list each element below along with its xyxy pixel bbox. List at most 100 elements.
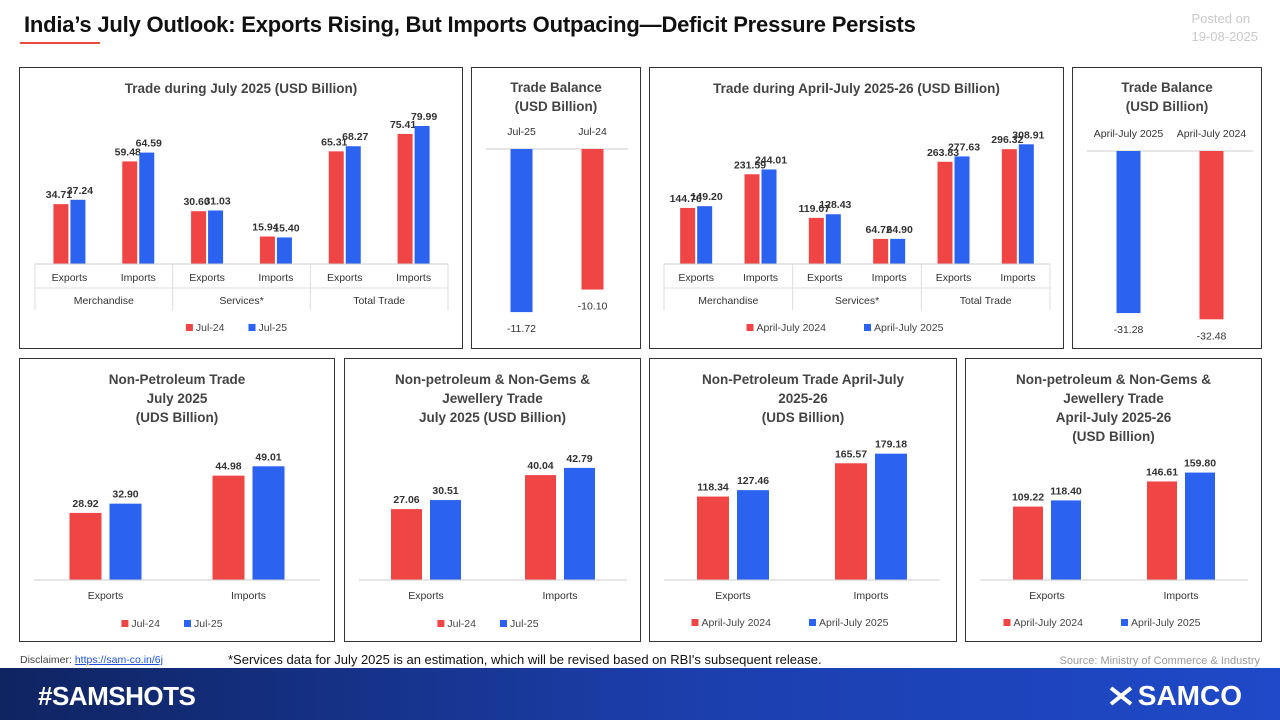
x-tick-label: Imports: [231, 590, 266, 602]
x-tick-label: Imports: [542, 590, 577, 602]
data-label: 296.32: [991, 134, 1023, 146]
chart-title: Non-Petroleum Trade July 2025 (UDS Billion…: [20, 370, 334, 427]
panel-trade-july: Trade during July 2025 (USD Billion) 34.…: [19, 67, 463, 349]
chart-title-line: Jewellery Trade: [1063, 391, 1164, 406]
bar: [1018, 144, 1034, 264]
chart-title-line: (UDS Billion): [761, 410, 845, 425]
data-label: 42.79: [566, 453, 592, 465]
chart-title-line: Trade during April-July 2025-26 (USD Bil…: [713, 81, 1000, 96]
chart-title: Non-petroleum & Non-Gems & Jewellery Trad…: [966, 370, 1261, 446]
bar: [890, 238, 906, 264]
data-label: 65.31: [321, 136, 347, 148]
bar: [835, 463, 867, 580]
chart-title-line: (UDS Billion): [135, 410, 219, 425]
panel-non-petroleum-july: Non-Petroleum Trade July 2025 (UDS Billion…: [19, 358, 335, 642]
chart-title-line: (USD Billion): [514, 99, 598, 114]
chart-title-line: July 2025 (USD Billion): [418, 410, 567, 425]
data-label: 40.04: [527, 460, 553, 472]
group-label: Services*: [219, 295, 263, 307]
legend-label: April-July 2025: [819, 617, 889, 629]
data-label: 128.43: [819, 199, 851, 211]
x-tick-label: Exports: [807, 272, 843, 284]
chart-non-petroleum-gems-apr-jul: 109.22 118.40 Exports 146.61 159.80 Imports Ap…: [980, 458, 1248, 629]
bar: [122, 161, 138, 264]
bar: [697, 206, 713, 264]
chart-title-line: 2025-26: [778, 391, 828, 406]
x-tick-label: April-July 2024: [1177, 128, 1247, 140]
chart-title: Trade during April-July 2025-26 (USD Bil…: [650, 79, 1063, 98]
legend-swatch: [1121, 619, 1128, 626]
bar: [737, 490, 769, 580]
panel-trade-balance-july: Trade Balance (USD Billion) Jul-25 -11.72 J…: [471, 67, 641, 349]
data-label: 68.27: [342, 131, 368, 143]
x-tick-label: Imports: [258, 272, 293, 284]
data-label: 244.01: [755, 154, 787, 166]
bar: [53, 204, 69, 264]
bar: [391, 509, 422, 580]
legend-label: April-July 2024: [702, 617, 772, 629]
data-label: 34.71: [46, 189, 72, 201]
source-text: Source: Ministry of Commerce & Industry: [1059, 655, 1260, 667]
data-label: -10.10: [578, 301, 608, 313]
data-label: 159.80: [1184, 458, 1216, 470]
data-label: 31.03: [204, 195, 230, 207]
data-label: 118.34: [697, 482, 729, 494]
bar: [697, 496, 729, 580]
x-tick-label: Exports: [936, 272, 972, 284]
bar: [276, 237, 292, 264]
bar: [414, 126, 430, 265]
bar: [397, 133, 413, 264]
bar: [873, 238, 889, 264]
legend-label: April-July 2025: [1131, 617, 1201, 629]
x-tick-label: Exports: [189, 272, 225, 284]
disclaimer-link[interactable]: https://sam-co.in/6j: [74, 654, 163, 666]
posted-info: Posted on 19-08-2025: [1192, 10, 1259, 46]
data-label: 37.24: [67, 185, 93, 197]
chart-title: Trade Balance (USD Billion): [472, 78, 640, 116]
data-label: 64.72: [866, 224, 892, 236]
x-tick-label: Exports: [1029, 590, 1065, 602]
bar: [954, 156, 970, 264]
chart-title: Non-petroleum & Non-Gems & Jewellery Trad…: [345, 370, 640, 427]
bar: [345, 146, 361, 264]
bar: [1199, 151, 1224, 320]
bar: [259, 236, 275, 264]
chart-trade-balance-apr-jul: April-July 2025 -31.28 April-July 2024 -32.…: [1087, 128, 1253, 342]
data-label: 79.99: [411, 111, 437, 123]
data-label: 263.83: [927, 147, 959, 159]
legend-swatch: [500, 620, 507, 627]
chart-title-line: Trade during July 2025 (USD Billion): [124, 81, 358, 96]
x-tick-label: Imports: [121, 272, 156, 284]
bar: [581, 149, 604, 290]
chart-non-petroleum-apr-jul: 118.34 127.46 Exports 165.57 179.18 Imports Ap…: [664, 439, 940, 629]
data-label: 165.57: [835, 448, 867, 460]
chart-title: Trade Balance (USD Billion): [1073, 78, 1261, 116]
group-label: Merchandise: [74, 295, 134, 307]
legend-label: Jul-24: [447, 618, 476, 630]
panel-non-petroleum-gems-july: Non-petroleum & Non-Gems & Jewellery Trad…: [344, 358, 641, 642]
bar: [1116, 151, 1141, 314]
group-label: Total Trade: [960, 295, 1012, 307]
bar: [937, 161, 953, 264]
brand-name: SAMCO: [1137, 680, 1242, 711]
x-tick-label: Jul-24: [578, 126, 607, 138]
bar: [1147, 481, 1177, 580]
x-tick-label: Imports: [396, 272, 431, 284]
chart-title-line: Non-Petroleum Trade April-July: [701, 372, 905, 387]
brand-logo: SAMCO: [1108, 680, 1242, 712]
bar: [510, 149, 533, 313]
x-tick-label: Exports: [678, 272, 714, 284]
chart-title-line: Non-petroleum & Non-Gems &: [1015, 372, 1211, 387]
x-tick-label: Imports: [1000, 272, 1035, 284]
bar: [252, 466, 285, 580]
bar: [328, 151, 344, 264]
bar: [680, 207, 696, 264]
bar: [744, 174, 760, 264]
data-label: 28.92: [72, 498, 98, 510]
x-tick-label: Exports: [52, 272, 88, 284]
chart-title-line: (USD Billion): [1125, 99, 1209, 114]
bar: [808, 217, 824, 264]
bar: [525, 475, 556, 580]
legend-swatch: [248, 324, 256, 331]
bar: [430, 500, 461, 580]
